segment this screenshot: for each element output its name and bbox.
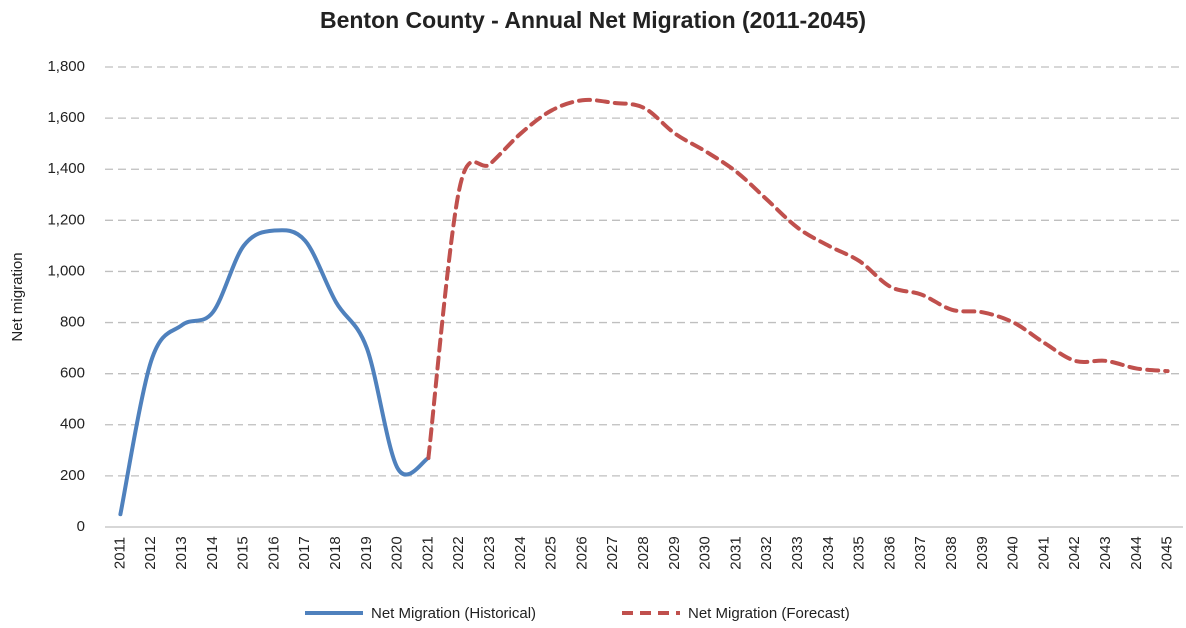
y-tick-label: 0 — [77, 518, 85, 535]
y-tick-label: 600 — [60, 365, 85, 382]
y-tick-label: 1,600 — [47, 109, 85, 126]
x-tick-label: 2025 — [543, 536, 560, 569]
y-tick-label: 1,800 — [47, 58, 85, 75]
x-tick-label: 2021 — [419, 536, 436, 569]
x-tick-label: 2017 — [296, 536, 313, 569]
chart-title: Benton County - Annual Net Migration (20… — [320, 7, 866, 33]
x-tick-label: 2014 — [204, 536, 221, 569]
x-tick-label: 2044 — [1128, 536, 1145, 569]
x-tick-label: 2032 — [758, 536, 775, 569]
x-tick-label: 2042 — [1066, 536, 1083, 569]
x-tick-label: 2013 — [173, 536, 190, 569]
x-tick-label: 2015 — [235, 536, 252, 569]
legend-label: Net Migration (Historical) — [371, 605, 536, 622]
series-line — [426, 97, 1170, 460]
x-tick-label: 2018 — [327, 536, 344, 569]
legend-label: Net Migration (Forecast) — [688, 605, 850, 622]
y-tick-label: 400 — [60, 416, 85, 433]
x-tick-label: 2029 — [666, 536, 683, 569]
x-tick-label: 2031 — [727, 536, 744, 569]
x-tick-label: 2033 — [789, 536, 806, 569]
x-tick-label: 2039 — [974, 536, 991, 569]
y-tick-label: 1,000 — [47, 262, 85, 279]
x-tick-label: 2012 — [142, 536, 159, 569]
x-tick-label: 2030 — [697, 536, 714, 569]
x-tick-label: 2024 — [512, 536, 529, 569]
x-tick-label: 2028 — [635, 536, 652, 569]
x-tick-label: 2036 — [881, 536, 898, 569]
x-tick-label: 2020 — [389, 536, 406, 569]
y-tick-label: 1,400 — [47, 160, 85, 177]
x-tick-label: 2016 — [265, 536, 282, 569]
y-tick-label: 800 — [60, 314, 85, 331]
x-tick-label: 2023 — [481, 536, 498, 569]
x-tick-label: 2041 — [1035, 536, 1052, 569]
x-tick-label: 2022 — [450, 536, 467, 569]
y-axis-label: Net migration — [9, 252, 26, 341]
x-tick-label: 2038 — [943, 536, 960, 569]
x-tick-label: 2040 — [1005, 536, 1022, 569]
x-tick-label: 2045 — [1159, 536, 1176, 569]
x-tick-label: 2043 — [1097, 536, 1114, 569]
y-tick-label: 200 — [60, 467, 85, 484]
x-tick-label: 2035 — [851, 536, 868, 569]
x-tick-label: 2011 — [111, 537, 128, 569]
y-tick-label: 1,200 — [47, 211, 85, 228]
x-tick-label: 2026 — [573, 536, 590, 569]
x-tick-label: 2019 — [358, 536, 375, 569]
x-tick-label: 2037 — [912, 536, 929, 569]
x-tick-label: 2034 — [820, 536, 837, 569]
series-line — [118, 228, 431, 517]
x-tick-label: 2027 — [604, 536, 621, 569]
